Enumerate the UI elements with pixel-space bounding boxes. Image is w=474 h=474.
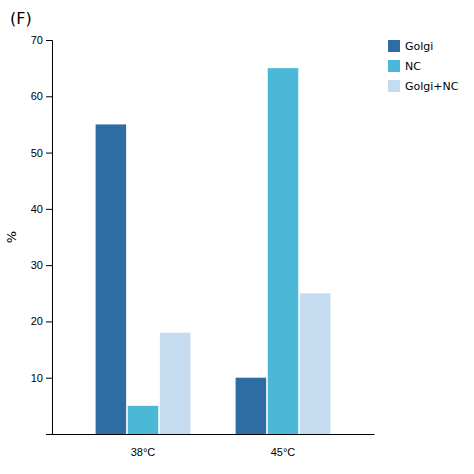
y-axis-line bbox=[46, 41, 53, 435]
y-axis-title: % bbox=[4, 231, 19, 243]
legend-item: Golgi+NC bbox=[388, 80, 459, 93]
chart-svg: 10 20 30 40 50 60 70 38°C 45°C% (F) Golgi NC Golgi+N… bbox=[0, 0, 474, 474]
bar bbox=[236, 378, 267, 434]
y-tick-mark bbox=[46, 40, 52, 41]
y-tick-mark bbox=[46, 378, 52, 379]
y-tick: 50 bbox=[31, 147, 52, 159]
y-tick: 30 bbox=[31, 259, 52, 271]
y-tick: 40 bbox=[31, 203, 52, 215]
title: (F) bbox=[10, 9, 32, 28]
y-tick-label: 40 bbox=[31, 203, 43, 215]
y-tick-mark bbox=[46, 96, 52, 97]
legend-label: Golgi bbox=[405, 40, 433, 53]
x-axis-line bbox=[53, 434, 375, 435]
y-tick-label: 70 bbox=[31, 34, 43, 46]
y-tick-mark bbox=[46, 265, 52, 266]
y-tick-label: 50 bbox=[31, 147, 43, 159]
legend-label: Golgi+NC bbox=[405, 80, 459, 93]
x-tick-label: 38°C bbox=[131, 446, 156, 458]
bar bbox=[300, 293, 331, 434]
bar bbox=[160, 333, 191, 434]
x-tick-label: 45°C bbox=[271, 446, 296, 458]
chart-container: 10 20 30 40 50 60 70 38°C 45°C% (F) Golgi NC Golgi+N… bbox=[0, 0, 474, 474]
legend-swatch bbox=[388, 60, 400, 72]
bar bbox=[128, 406, 159, 434]
y-tick-mark bbox=[46, 321, 52, 322]
y-tick: 10 bbox=[31, 372, 52, 384]
plot-area: 10 20 30 40 50 60 70 38°C 45°C bbox=[31, 34, 375, 458]
legend-item: NC bbox=[388, 60, 421, 73]
y-tick: 60 bbox=[31, 90, 52, 102]
bar bbox=[96, 124, 127, 434]
bars bbox=[96, 68, 331, 434]
legend-label: NC bbox=[405, 60, 421, 73]
y-tick-label: 20 bbox=[31, 315, 43, 327]
y-tick: 70 bbox=[31, 34, 52, 46]
bar bbox=[268, 68, 299, 434]
y-axis: 10 20 30 40 50 60 70 bbox=[31, 34, 53, 434]
y-tick-label: 60 bbox=[31, 90, 43, 102]
x-tick: 45°C bbox=[271, 446, 296, 458]
legend-swatch bbox=[388, 80, 400, 92]
y-tick-label: 10 bbox=[31, 372, 43, 384]
legend: Golgi NC Golgi+NC bbox=[388, 40, 459, 93]
x-tick: 38°C bbox=[131, 446, 156, 458]
y-tick-label: 30 bbox=[31, 259, 43, 271]
legend-swatch bbox=[388, 40, 400, 52]
y-tick-mark bbox=[46, 153, 52, 154]
legend-item: Golgi bbox=[388, 40, 433, 53]
x-axis: 38°C 45°C bbox=[53, 435, 375, 459]
y-tick: 20 bbox=[31, 315, 52, 327]
y-tick-mark bbox=[46, 209, 52, 210]
